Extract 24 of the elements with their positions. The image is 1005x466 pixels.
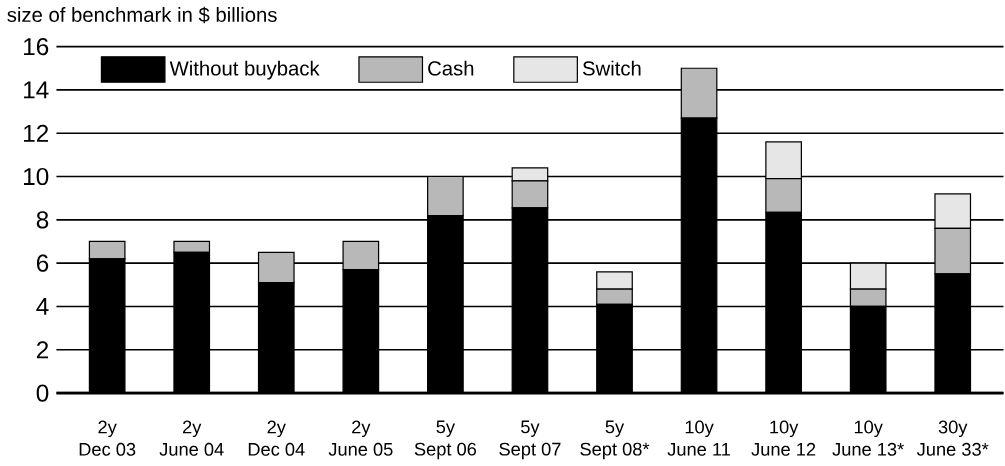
y-tick-label: 2 xyxy=(36,341,49,359)
x-tick-label: 5y Sept 06 xyxy=(414,420,477,460)
y-tick-label: 6 xyxy=(36,254,49,272)
x-tick-label: 5y Sept 08* xyxy=(580,420,650,460)
x-tick-label: 2y Dec 04 xyxy=(248,420,305,456)
x-tick-label: 10y June 12 xyxy=(751,420,816,456)
y-tick-label: 16 xyxy=(24,37,49,56)
y-tick-label: 0 xyxy=(36,384,49,402)
legend-label: Switch xyxy=(582,60,641,76)
y-tick-label: 12 xyxy=(24,124,49,142)
y-tick-label: 8 xyxy=(36,211,49,229)
legend-label: Without buyback xyxy=(169,60,320,80)
x-tick-label: 2y Dec 03 xyxy=(79,420,136,456)
x-tick-label: 2y June 04 xyxy=(159,420,224,456)
y-tick-label: 10 xyxy=(24,167,49,186)
x-tick-label: 2y June 05 xyxy=(328,420,393,456)
x-tick-label: 10y June 13* xyxy=(832,420,904,456)
x-tick-label: 5y Sept 07 xyxy=(499,420,561,460)
y-tick-label: 4 xyxy=(36,298,49,315)
y-axis-title: size of benchmark in $ billions xyxy=(7,6,277,24)
legend-label: Cash xyxy=(428,60,474,76)
x-tick-label: 10y June 11 xyxy=(667,420,730,456)
x-tick-label: 30y June 33* xyxy=(916,420,989,456)
y-tick-label: 14 xyxy=(24,81,49,99)
